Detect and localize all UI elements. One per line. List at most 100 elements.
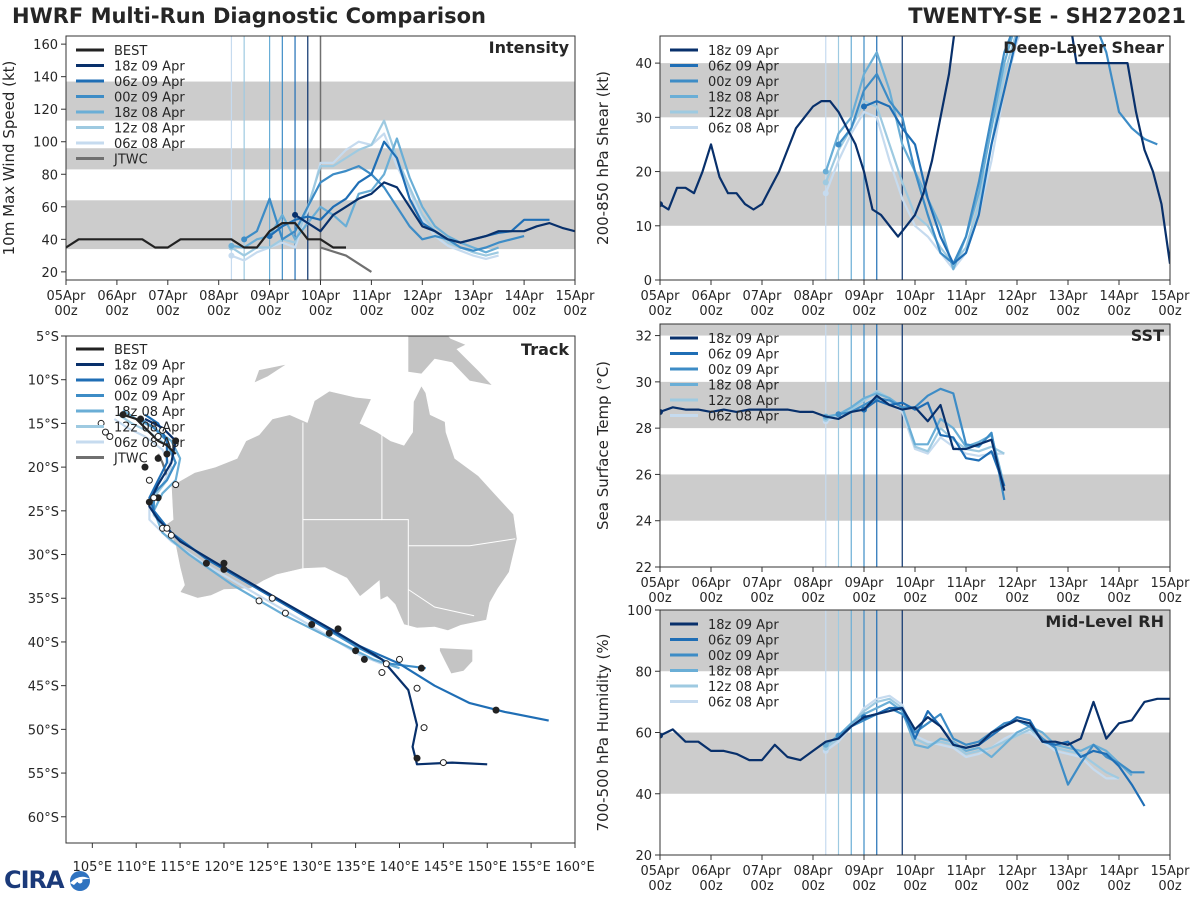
cira-storm-logo-icon xyxy=(69,871,90,891)
rh-series-18z-08-apr xyxy=(825,700,1133,777)
intensity-series-best xyxy=(66,222,346,249)
track-marker-open xyxy=(106,433,114,441)
intensity-xtick-label: 00z xyxy=(105,304,129,319)
sst-panel-title: SST xyxy=(1131,326,1164,345)
track-ytick-label: 15°S xyxy=(28,417,59,432)
rh-ytick-label: 40 xyxy=(635,788,652,803)
intensity-ytick-label: 100 xyxy=(33,136,58,151)
sst-xtick-label: 15Apr xyxy=(1150,576,1190,591)
intensity-ytick-label: 60 xyxy=(41,201,58,216)
sst-xtick-label: 00z xyxy=(1005,591,1029,606)
shear-xtick-label: 13Apr xyxy=(1048,289,1088,304)
rh-ytick-label: 80 xyxy=(635,665,652,680)
intensity-xtick-label: 00z xyxy=(207,304,231,319)
track-ytick-label: 10°S xyxy=(28,374,59,389)
shear-xtick-label: 10Apr xyxy=(895,289,935,304)
rh-xtick-label: 08Apr xyxy=(793,864,833,879)
track-series-group xyxy=(97,409,549,767)
track-marker-open xyxy=(268,594,276,602)
intensity-legend-label: 06z 09 Apr xyxy=(114,75,185,90)
sst-series-00z-09-apr xyxy=(838,387,1006,501)
shear-xtick-label: 06Apr xyxy=(691,289,731,304)
rh-xtick-label: 13Apr xyxy=(1048,864,1088,879)
intensity-xtick-label: 13Apr xyxy=(454,289,494,304)
track-panel-title: Track xyxy=(521,340,569,359)
shear-ytick-label: 10 xyxy=(635,220,652,235)
shear-xtick-label: 00z xyxy=(1107,304,1131,319)
rh-xtick-label: 11Apr xyxy=(946,864,986,879)
tasmania-landmass xyxy=(439,648,473,674)
rh-init-point xyxy=(660,732,663,739)
timor-landmass xyxy=(254,364,286,383)
rh-xtick-label: 00z xyxy=(750,879,774,894)
track-marker-filled xyxy=(360,655,368,663)
rh-xtick-label: 10Apr xyxy=(895,864,935,879)
track-xtick-label: 135°E xyxy=(336,860,376,875)
sst-legend-label: 12z 08 Apr xyxy=(708,394,779,409)
new-guinea-landmass xyxy=(408,336,492,385)
shear-series-06z-09-apr xyxy=(863,36,1019,265)
track-marker-filled xyxy=(119,411,127,419)
shear-xtick-label: 12Apr xyxy=(997,289,1037,304)
shear-init-point xyxy=(822,190,829,197)
shear-xtick-label: 00z xyxy=(699,304,723,319)
figure-title: HWRF Multi-Run Diagnostic Comparison xyxy=(12,4,487,28)
rh-xtick-label: 00z xyxy=(1158,879,1182,894)
intensity-series-jtwc xyxy=(320,246,372,273)
shear-legend-label: 06z 09 Apr xyxy=(708,60,779,75)
shear-series-18z-09-apr xyxy=(660,36,1170,264)
shear-init-point xyxy=(822,179,829,186)
track-xtick-label: 145°E xyxy=(424,860,464,875)
track-xtick-label: 115°E xyxy=(160,860,200,875)
shear-ytick-label: 20 xyxy=(635,166,652,181)
track-xtick-label: 130°E xyxy=(292,860,332,875)
sst-xtick-label: 05Apr xyxy=(640,576,680,591)
rh-xtick-label: 09Apr xyxy=(844,864,884,879)
intensity-xtick-label: 00z xyxy=(258,304,282,319)
rh-ytick-label: 20 xyxy=(635,849,652,864)
track-marker-filled xyxy=(308,620,316,628)
track-marker-filled xyxy=(492,706,500,714)
sst-init-point xyxy=(660,408,663,415)
track-series-06z-08-apr xyxy=(113,418,383,665)
rh-xtick-label: 05Apr xyxy=(640,864,680,879)
intensity-xtick-label: 00z xyxy=(462,304,486,319)
storm-id-title: TWENTY-SE - SH272021 xyxy=(908,4,1186,28)
shear-series-00z-09-apr xyxy=(837,36,1158,265)
intensity-ytick-label: 20 xyxy=(41,266,58,281)
track-marker-filled xyxy=(220,559,228,567)
intensity-xtick-label: 00z xyxy=(54,304,78,319)
shear-xtick-label: 00z xyxy=(801,304,825,319)
track-frame xyxy=(65,335,576,844)
track-xtick-label: 150°E xyxy=(467,860,507,875)
track-marker-open xyxy=(413,684,421,692)
sst-xtick-label: 00z xyxy=(750,591,774,606)
sst-xtick-label: 11Apr xyxy=(946,576,986,591)
shear-legend-label: 06z 08 Apr xyxy=(708,122,779,137)
shear-ylabel: 200-850 hPa Shear (kt) xyxy=(594,71,612,245)
sst-xtick-label: 00z xyxy=(954,591,978,606)
shear-xtick-label: 00z xyxy=(852,304,876,319)
track-ytick-label: 55°S xyxy=(28,767,59,782)
intensity-panel: 2040608010012014016005Apr00z06Apr00z07Ap… xyxy=(0,35,595,319)
track-ytick-label: 30°S xyxy=(28,549,59,564)
sst-legend-label: 18z 08 Apr xyxy=(708,379,779,394)
sst-band-1 xyxy=(660,381,1170,429)
intensity-xtick-label: 00z xyxy=(512,304,536,319)
shear-ytick-label: 30 xyxy=(635,111,652,126)
sst-ylabel: Sea Surface Temp (°C) xyxy=(594,361,612,530)
intensity-series-12z-08-apr xyxy=(230,119,499,257)
track-marker-open xyxy=(439,759,447,767)
track-marker-open xyxy=(101,428,109,436)
intensity-xtick-label: 06Apr xyxy=(97,289,137,304)
intensity-xtick-label: 00z xyxy=(156,304,180,319)
shear-band-0 xyxy=(660,171,1170,226)
sst-xtick-label: 08Apr xyxy=(793,576,833,591)
rh-legend-label: 00z 09 Apr xyxy=(708,649,779,664)
rh-xtick-label: 00z xyxy=(1107,879,1131,894)
intensity-xtick-label: 00z xyxy=(309,304,333,319)
intensity-xtick-label: 09Apr xyxy=(250,289,290,304)
